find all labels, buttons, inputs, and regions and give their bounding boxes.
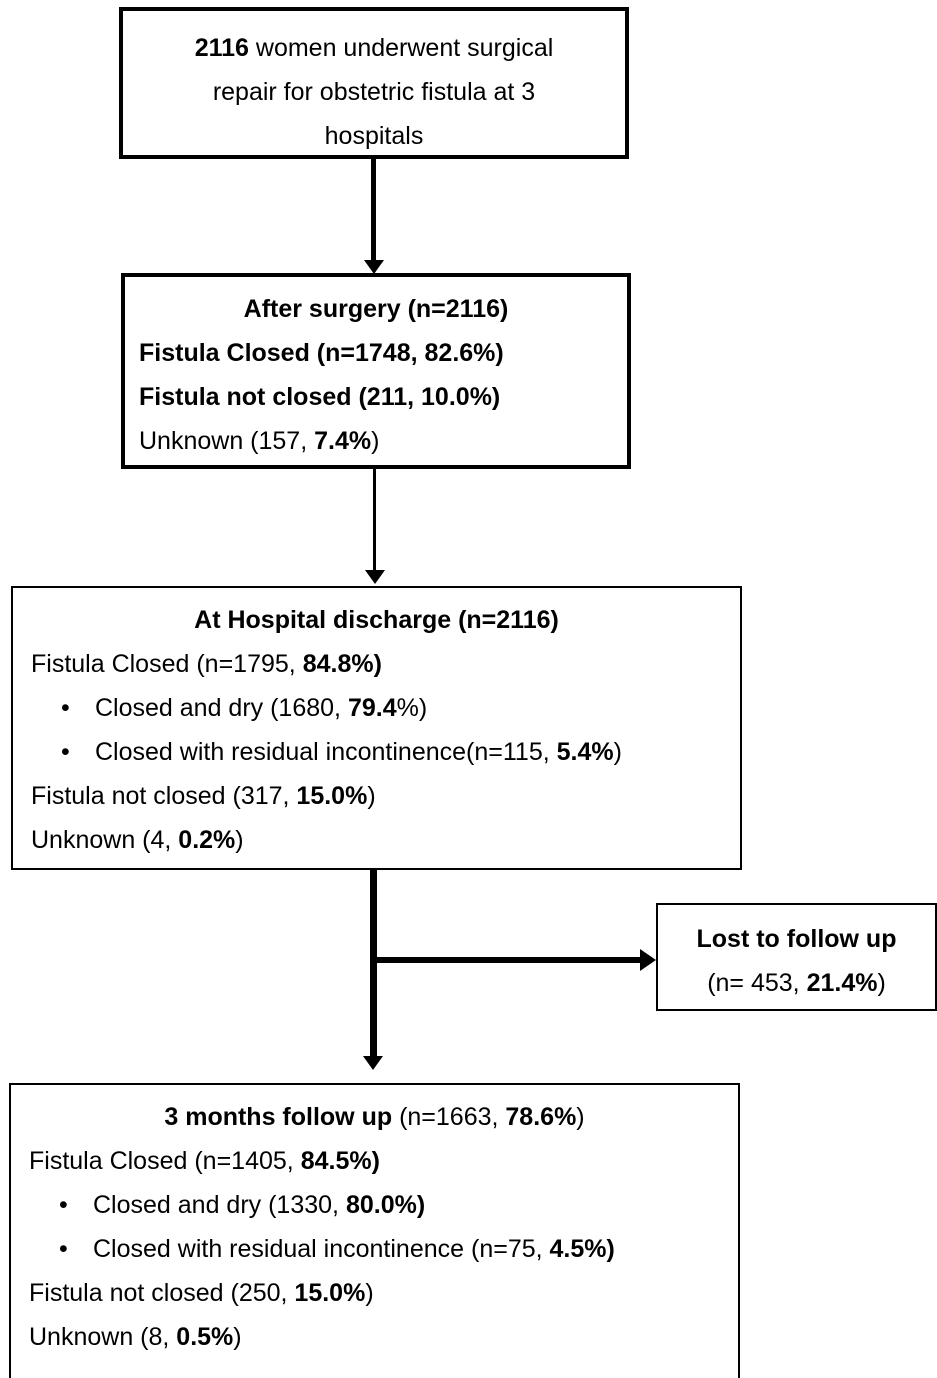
lost-detail-label: (n= 453,	[707, 969, 807, 997]
box3-title: At Hospital discharge (n=2116)	[194, 606, 559, 634]
box2-notclosed-pct: 10.0%)	[421, 383, 501, 411]
box3-bullet-residual: • Closed with residual incontinence(n=115…	[31, 730, 740, 774]
lost-title: Lost to follow up	[696, 925, 897, 953]
box4-residual-label: Closed with residual incontinence (n=75,	[93, 1235, 550, 1263]
box-hospital-discharge: At Hospital discharge (n=2116) Fistula C…	[11, 586, 742, 870]
box2-unknown-label: Unknown (157,	[139, 427, 315, 455]
box1-count: 2116	[194, 34, 249, 62]
box4-title-label: 3 months follow up	[164, 1103, 393, 1131]
box4-title-detail: (n=1663,	[392, 1103, 506, 1131]
connector-2-3	[373, 468, 376, 572]
box1-line3: hospitals	[324, 122, 424, 150]
bullet-icon: •	[61, 694, 70, 722]
box3-unknown-pct: 0.2%	[178, 826, 236, 854]
box3-residual-pct: 5.4%	[556, 738, 614, 766]
box1-line1: 2116 women underwent surgical	[123, 26, 625, 70]
box2-title: After surgery (n=2116)	[243, 295, 509, 323]
lost-detail-suffix: )	[877, 969, 886, 997]
bullet-icon: •	[61, 738, 70, 766]
box4-residual-pct: 4.5%)	[549, 1235, 615, 1263]
box4-closed-pct: 84.5%)	[300, 1147, 380, 1175]
box2-notclosed: Fistula not closed (211, 10.0%)	[139, 375, 627, 419]
box4-notclosed: Fistula not closed (250, 15.0%)	[29, 1271, 738, 1315]
connector-to-lost	[377, 957, 641, 963]
box4-title: 3 months follow up (n=1663, 78.6%)	[29, 1095, 738, 1139]
lost-detail-pct: 21.4%	[806, 969, 878, 997]
bullet-icon: •	[59, 1235, 68, 1263]
box4-bullet-residual: • Closed with residual incontinence (n=75…	[29, 1227, 738, 1271]
box3-residual-suffix: )	[613, 738, 622, 766]
box2-unknown: Unknown (157, 7.4%)	[139, 419, 627, 463]
box2-unknown-suffix: )	[371, 427, 380, 455]
box-after-surgery: After surgery (n=2116) Fistula Closed (n…	[121, 273, 631, 469]
box4-unknown-suffix: )	[233, 1323, 242, 1351]
box4-notclosed-label: Fistula not closed (250,	[29, 1279, 295, 1307]
box4-unknown: Unknown (8, 0.5%)	[29, 1315, 738, 1359]
box3-unknown: Unknown (4, 0.2%)	[31, 818, 740, 862]
box3-notclosed-label: Fistula not closed (317,	[31, 782, 297, 810]
box4-closed: Fistula Closed (n=1405, 84.5%)	[29, 1139, 738, 1183]
box4-closed-label: Fistula Closed (n=1405,	[29, 1147, 301, 1175]
box3-closed: Fistula Closed (n=1795, 84.8%)	[31, 642, 740, 686]
box3-notclosed: Fistula not closed (317, 15.0%)	[31, 774, 740, 818]
bullet-icon: •	[59, 1191, 68, 1219]
box3-bullet-dry: • Closed and dry (1680, 79.4%)	[31, 686, 740, 730]
box3-dry-label: Closed and dry (1680,	[95, 694, 348, 722]
box4-bullet-dry: • Closed and dry (1330, 80.0%)	[29, 1183, 738, 1227]
box-3-months-follow-up: 3 months follow up (n=1663, 78.6%) Fistu…	[9, 1083, 740, 1378]
box3-dry-pct: 79.4	[347, 694, 397, 722]
box3-notclosed-pct: 15.0%	[296, 782, 368, 810]
box4-notclosed-pct: 15.0%	[294, 1279, 366, 1307]
box3-closed-pct: 84.8%)	[302, 650, 382, 678]
arrow-head-3-4	[363, 1056, 383, 1070]
box2-closed: Fistula Closed (n=1748, 82.6%)	[139, 331, 627, 375]
connector-1-2	[371, 158, 376, 262]
box4-title-pct: 78.6%	[505, 1103, 577, 1131]
box2-closed-label: Fistula Closed (n=1748,	[139, 339, 425, 367]
arrow-head-to-lost	[640, 949, 656, 971]
lost-detail: (n= 453, 21.4%)	[658, 961, 935, 1005]
box2-unknown-pct: 7.4%	[314, 427, 372, 455]
box4-notclosed-suffix: )	[365, 1279, 374, 1307]
box1-text: women underwent surgical	[248, 34, 554, 62]
arrow-head-1-2	[364, 260, 384, 274]
box3-closed-label: Fistula Closed (n=1795,	[31, 650, 303, 678]
box3-residual-label: Closed with residual incontinence(n=115,	[95, 738, 557, 766]
box2-closed-pct: 82.6%)	[424, 339, 504, 367]
box1-line2: repair for obstetric fistula at 3	[212, 78, 536, 106]
box4-unknown-pct: 0.5%	[176, 1323, 234, 1351]
box3-notclosed-suffix: )	[367, 782, 376, 810]
arrow-head-2-3	[365, 570, 385, 584]
connector-3-4	[370, 870, 377, 1058]
box-surgical-repair: 2116 women underwent surgical repair for…	[119, 7, 629, 159]
box4-title-suffix: )	[576, 1103, 585, 1131]
box4-unknown-label: Unknown (8,	[29, 1323, 177, 1351]
box4-dry-pct: 80.0%)	[345, 1191, 426, 1219]
box-lost-to-follow-up: Lost to follow up (n= 453, 21.4%)	[656, 903, 937, 1011]
box3-unknown-label: Unknown (4,	[31, 826, 179, 854]
box2-notclosed-label: Fistula not closed (211,	[139, 383, 422, 411]
box3-unknown-suffix: )	[235, 826, 244, 854]
box4-dry-label: Closed and dry (1330,	[93, 1191, 346, 1219]
box3-dry-suffix: %)	[396, 694, 428, 722]
